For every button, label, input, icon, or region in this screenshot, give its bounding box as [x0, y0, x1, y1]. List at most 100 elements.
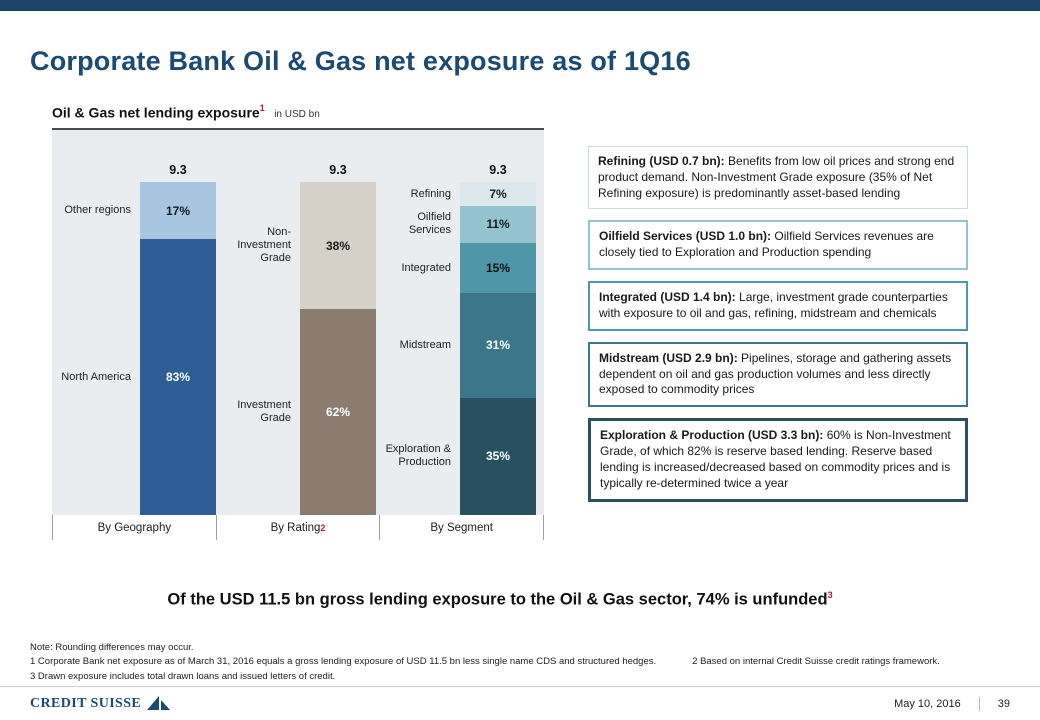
segment-label: Integrated	[378, 243, 460, 293]
segment-label-text: Investment Grade	[237, 399, 291, 425]
bar-group-geography: Other regions North America 9.3 17% 83%	[58, 130, 218, 516]
segment-label-text: Other regions	[64, 204, 131, 217]
segment-label: Oilfield Services	[378, 206, 460, 243]
segment-label: Non-Investment Grade	[218, 182, 300, 309]
label-rows: Non-Investment Grade Investment Grade	[218, 182, 300, 515]
segment-label: Midstream	[378, 293, 460, 397]
geography-bar-column: 9.3 17% 83%	[140, 130, 216, 516]
bar-segment: 38%	[300, 182, 376, 309]
segment-label-text: North America	[61, 370, 131, 383]
callout-midstream: Midstream (USD 2.9 bn): Pipelines, stora…	[588, 341, 968, 408]
bar-segment: 11%	[460, 205, 536, 243]
bar-total-label: 9.3	[329, 163, 347, 178]
segment-label-text: Oilfield Services	[408, 211, 451, 237]
callout-body: 60% is Non-Investment Grade, of which 82…	[600, 428, 951, 490]
category-text: By Geography	[97, 521, 172, 534]
bar-segment: 15%	[460, 242, 536, 294]
bar-segment: 17%	[140, 182, 216, 239]
segment-label: Other regions	[58, 182, 140, 239]
footer-right: May 10, 2016 39	[894, 696, 1010, 711]
category-label-geography: By Geography	[52, 515, 217, 541]
bar-total-label: 9.3	[489, 163, 507, 178]
bar-total-label: 9.3	[169, 163, 187, 178]
segment-segment-labels: Refining Oilfield Services Integrated Mi…	[378, 130, 460, 515]
credit-suisse-logo: CREDIT SUISSE	[30, 695, 172, 712]
callout-exploration-production: Exploration & Production (USD 3.3 bn): 6…	[588, 418, 968, 502]
segment-label-text: Non-Investment Grade	[237, 226, 291, 265]
segment-label-text: Refining	[410, 187, 451, 200]
callout-body: Oilfield Services revenues are closely t…	[599, 229, 934, 260]
label-spacer	[218, 130, 300, 182]
segment-value: 11%	[486, 217, 510, 232]
bar-group-segment: Refining Oilfield Services Integrated Mi…	[378, 130, 538, 516]
callout-title: Oilfield Services (USD 1.0 bn):	[599, 229, 772, 244]
segment-value: 15%	[485, 261, 511, 276]
rating-segment-labels: Non-Investment Grade Investment Grade	[218, 130, 300, 515]
segment-value: 83%	[165, 370, 191, 385]
footnote-2: 2 Based on internal Credit Suisse credit…	[692, 656, 940, 668]
label-spacer	[58, 130, 140, 182]
segment-label-text: Integrated	[401, 261, 451, 274]
segment-value: 62%	[325, 405, 351, 420]
brand-name: CREDIT SUISSE	[30, 695, 142, 711]
chart-title: Oil & Gas net lending exposure	[52, 104, 260, 121]
segment-label-text: Midstream	[399, 338, 451, 351]
category-text: By Rating	[270, 521, 321, 534]
segment-value: 38%	[325, 238, 351, 253]
category-text: By Segment	[430, 521, 493, 534]
segment-value: 7%	[489, 187, 507, 202]
segment-value: 35%	[485, 449, 511, 464]
key-statement-text: Of the USD 11.5 bn gross lending exposur…	[167, 590, 828, 609]
callout-title: Integrated (USD 1.4 bn):	[599, 290, 736, 305]
segment-label: Exploration & Production	[378, 398, 460, 516]
footer: CREDIT SUISSE May 10, 2016 39	[0, 686, 1040, 720]
page-title: Corporate Bank Oil & Gas net exposure as…	[30, 46, 691, 76]
category-label-segment: By Segment	[380, 515, 545, 541]
bar-segment: 35%	[460, 397, 536, 516]
label-spacer	[378, 130, 460, 182]
category-footnote-marker: 2	[320, 522, 326, 533]
callout-body: Large, investment grade counterparties w…	[599, 290, 948, 320]
segment-label: North America	[58, 239, 140, 515]
bar-segment: 83%	[140, 238, 216, 516]
top-accent-bar	[0, 0, 1040, 11]
page-number: 39	[997, 697, 1010, 710]
segment-label: Refining	[378, 182, 460, 206]
footnote-3: 3 Drawn exposure includes total drawn lo…	[30, 670, 336, 682]
chart-block: Oil & Gas net lending exposure1 in USD b…	[52, 103, 545, 541]
geography-segment-labels: Other regions North America	[58, 130, 140, 515]
footnotes: Note: Rounding differences may occur. 1 …	[30, 641, 1015, 684]
rating-bar-column: 9.3 38% 62%	[300, 130, 376, 516]
label-rows: Refining Oilfield Services Integrated Mi…	[378, 182, 460, 515]
callout-refining: Refining (USD 0.7 bn): Benefits from low…	[588, 146, 968, 210]
footnote-note: Note: Rounding differences may occur.	[30, 642, 194, 653]
bar-segment: 7%	[460, 182, 536, 206]
credit-suisse-sails-icon	[147, 696, 171, 710]
callout-oilfield-services: Oilfield Services (USD 1.0 bn): Oilfield…	[588, 220, 968, 271]
label-rows: Other regions North America	[58, 182, 140, 515]
segment-label-text: Exploration & Production	[385, 443, 451, 469]
segment-bar-column: 9.3 7% 11% 15% 31% 35%	[460, 130, 536, 516]
bar-segment: 62%	[300, 308, 376, 516]
bar-group-rating: Non-Investment Grade Investment Grade 9.…	[218, 130, 378, 516]
rating-stacked-bar: 38% 62%	[300, 182, 376, 516]
callout-title: Exploration & Production (USD 3.3 bn):	[600, 428, 824, 443]
x-axis-category-labels: By Geography By Rating 2 By Segment	[52, 515, 545, 541]
bar-segment: 31%	[460, 293, 536, 398]
segment-stacked-bar: 7% 11% 15% 31% 35%	[460, 182, 536, 516]
geography-stacked-bar: 17% 83%	[140, 182, 216, 516]
callout-title: Midstream (USD 2.9 bn):	[599, 350, 738, 365]
footer-date: May 10, 2016	[894, 697, 961, 710]
segment-value: 17%	[165, 203, 191, 218]
footer-divider	[978, 696, 980, 711]
footnote-line-2: 1 Corporate Bank net exposure as of Marc…	[30, 655, 1015, 669]
chart-panel: Other regions North America 9.3 17% 83%	[52, 128, 544, 516]
callout-integrated: Integrated (USD 1.4 bn): Large, investme…	[588, 281, 968, 331]
chart-title-row: Oil & Gas net lending exposure1 in USD b…	[52, 103, 544, 122]
chart-unit-label: in USD bn	[274, 109, 320, 121]
callout-body: Pipelines, storage and gathering assets …	[599, 350, 952, 397]
key-statement: Of the USD 11.5 bn gross lending exposur…	[0, 590, 1000, 610]
footnote-1: 1 Corporate Bank net exposure as of Marc…	[30, 656, 657, 668]
statement-footnote-marker: 3	[827, 590, 833, 600]
chart-title-footnote-marker: 1	[259, 103, 265, 113]
